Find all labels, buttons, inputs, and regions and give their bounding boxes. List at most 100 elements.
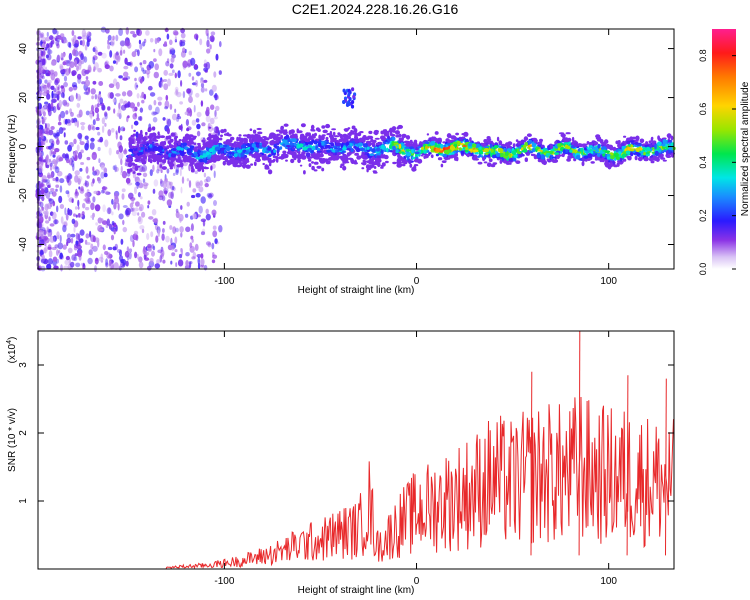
spectrogram-noise-point	[61, 39, 64, 44]
spectrogram-noise-point	[113, 228, 116, 235]
spectrogram-noise-point	[86, 242, 91, 246]
spectrogram-band-point	[619, 157, 623, 162]
spectrogram-noise-point	[99, 136, 104, 143]
spectrogram-band-point	[356, 147, 360, 152]
spectrogram-band-point	[136, 172, 142, 176]
spectrogram-feature-point	[342, 88, 346, 93]
spectrogram-band-point	[440, 143, 444, 149]
spectrogram-noise-point	[192, 251, 197, 259]
spectrogram-noise-point	[145, 251, 150, 256]
spectrogram-band-point	[236, 136, 239, 142]
spectrogram-band-point	[234, 159, 240, 163]
spectrogram-noise-point	[66, 233, 72, 239]
spectrogram-band-point	[590, 151, 594, 154]
spectrogram-band-point	[483, 146, 489, 149]
spectrogram-band-point	[488, 158, 493, 163]
spectrogram-noise-point	[110, 234, 115, 241]
spectrogram-noise-point	[162, 220, 166, 225]
spectrogram-band-point	[276, 149, 280, 153]
y-tick-label: 3	[18, 362, 29, 368]
spectrogram-noise-point	[98, 158, 101, 164]
spectrogram-noise-point	[107, 44, 111, 50]
spectrogram-band-point	[536, 154, 541, 158]
spectrogram-band-point	[329, 148, 333, 151]
spectrogram-noise-point	[122, 205, 128, 208]
spectrogram-noise-point	[62, 99, 68, 106]
spectrogram-noise-point	[101, 104, 106, 111]
spectrogram-noise-point	[59, 234, 62, 243]
spectrogram-noise-point	[79, 141, 85, 146]
spectrogram-band-point	[199, 147, 205, 150]
spectrogram-noise-point	[179, 168, 182, 177]
spectrogram-band-point	[393, 142, 399, 145]
spectrogram-noise-point	[152, 111, 158, 115]
spectrogram-noise-point	[108, 223, 113, 230]
spectrogram-band-point	[254, 152, 258, 156]
spectrogram-band-point	[318, 142, 322, 147]
spectrogram-band-point	[210, 165, 213, 171]
spectrogram-band-point	[520, 139, 525, 145]
spectrogram-band-point	[635, 135, 640, 141]
spectrogram-band-point	[254, 159, 260, 162]
spectrogram-noise-point	[71, 254, 76, 261]
spectrogram-noise-point	[117, 108, 122, 116]
spectrogram-noise-point	[52, 256, 58, 262]
spectrogram-noise-point	[187, 107, 192, 114]
spectrogram-band-point	[133, 146, 137, 149]
spectrogram-noise-point	[59, 65, 64, 70]
spectrogram-band-point	[283, 135, 289, 140]
spectrogram-band-point	[565, 146, 571, 150]
spectrogram-noise-point	[152, 164, 155, 172]
spectrogram-band-point	[486, 136, 491, 140]
spectrogram-noise-point	[123, 65, 129, 70]
spectrogram-noise-point	[142, 178, 146, 183]
spectrogram-band-point	[158, 146, 163, 149]
spectrogram-noise-point	[172, 226, 177, 234]
spectrogram-noise-point	[118, 28, 123, 36]
spectrogram-band-point	[193, 153, 199, 157]
spectrogram-band-point	[395, 134, 401, 138]
spectrogram-noise-point	[165, 60, 170, 67]
spectrogram-noise-point	[83, 32, 88, 37]
spectrogram-band-point	[598, 136, 602, 142]
spectrogram-band-point	[454, 155, 457, 161]
spectrogram-noise-point	[94, 94, 98, 100]
spectrogram-band-point	[517, 140, 522, 145]
spectrogram-noise-point	[74, 59, 77, 68]
spectrogram-band-point	[473, 149, 479, 153]
spectrogram-noise-point	[164, 41, 167, 47]
colorbar-gradient	[712, 29, 736, 269]
spectrogram-band-point	[380, 153, 384, 159]
spectrogram-noise-point	[190, 223, 194, 232]
spectrogram-noise-point	[92, 119, 96, 126]
spectrogram-band-point	[498, 140, 503, 146]
spectrogram-band-point	[202, 154, 208, 158]
spectrogram-noise-point	[214, 238, 218, 245]
spectrogram-band-point	[151, 126, 156, 131]
spectrogram-noise-point	[120, 171, 123, 176]
spectrogram-band-point	[381, 162, 386, 167]
spectrogram-band-point	[493, 145, 499, 149]
spectrogram-band-point	[528, 139, 533, 145]
spectrogram-band-point	[186, 155, 192, 159]
spectrogram-band-point	[547, 147, 551, 151]
spectrogram-band-point	[372, 139, 377, 143]
spectrogram-noise-point	[141, 211, 146, 218]
spectrogram-band-point	[221, 148, 225, 152]
spectrogram-noise-point	[157, 96, 163, 101]
spectrogram-band-point	[468, 148, 473, 152]
spectrogram-noise-point	[204, 88, 208, 92]
spectrogram-band-point	[609, 155, 615, 160]
spectrogram-band-point	[136, 152, 143, 156]
spectrogram-noise-point	[59, 185, 63, 193]
spectrogram-noise-point	[129, 30, 136, 35]
spectrogram-noise-point	[58, 250, 61, 254]
spectrogram-band-point	[307, 158, 312, 162]
spectrogram-noise-point	[73, 151, 76, 158]
y-tick-label: 1	[18, 498, 29, 504]
spectrogram-noise-point	[138, 256, 143, 263]
spectrogram-noise-point	[43, 85, 48, 94]
spectrogram-noise-point	[63, 81, 68, 88]
spectrogram-noise-point	[59, 178, 65, 184]
spectrogram-band-point	[530, 153, 534, 156]
